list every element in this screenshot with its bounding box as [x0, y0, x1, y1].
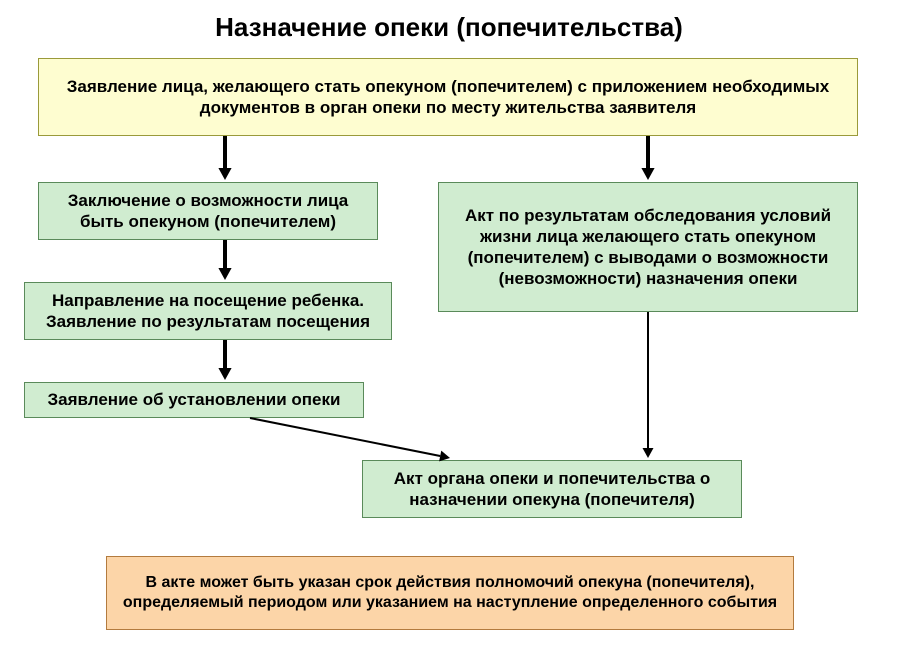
box-act-appoint: Акт органа опеки и попечительства о назн… — [362, 460, 742, 518]
box-note: В акте может быть указан срок действия п… — [106, 556, 794, 630]
box-referral: Направление на посещение ребенка. Заявле… — [24, 282, 392, 340]
box-statement-text: Заявление об установлении опеки — [48, 389, 341, 410]
diagram-title: Назначение опеки (попечительства) — [0, 12, 898, 43]
box-act-appoint-text: Акт органа опеки и попечительства о назн… — [373, 468, 731, 511]
box-referral-text: Направление на посещение ребенка. Заявле… — [35, 290, 381, 333]
box-note-text: В акте может быть указан срок действия п… — [117, 573, 783, 613]
box-application: Заявление лица, желающего стать опекуном… — [38, 58, 858, 136]
box-conclusion: Заключение о возможности лица быть опеку… — [38, 182, 378, 240]
box-conclusion-text: Заключение о возможности лица быть опеку… — [49, 190, 367, 233]
box-application-text: Заявление лица, желающего стать опекуном… — [49, 76, 847, 119]
box-act-survey-text: Акт по результатам обследования условий … — [449, 205, 847, 290]
box-statement: Заявление об установлении опеки — [24, 382, 364, 418]
box-act-survey: Акт по результатам обследования условий … — [438, 182, 858, 312]
